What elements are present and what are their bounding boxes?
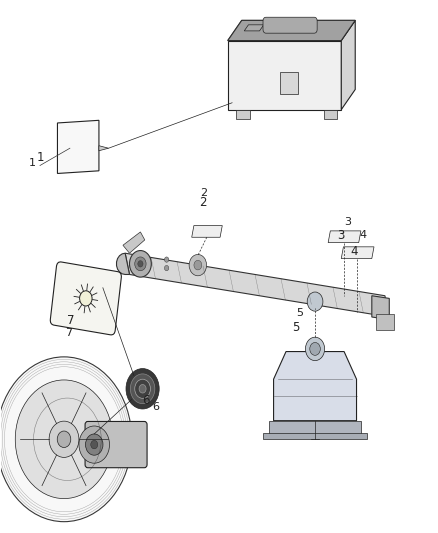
Circle shape	[135, 379, 150, 398]
Bar	[269, 421, 361, 434]
Circle shape	[91, 440, 98, 449]
Circle shape	[135, 257, 146, 271]
Text: 4: 4	[350, 245, 358, 258]
Text: 2: 2	[200, 189, 207, 198]
Circle shape	[49, 421, 79, 457]
Circle shape	[164, 265, 169, 271]
Circle shape	[164, 257, 169, 262]
Circle shape	[0, 357, 132, 522]
Text: 1: 1	[36, 151, 44, 164]
Bar	[280, 72, 297, 94]
Bar	[324, 110, 337, 119]
Circle shape	[131, 374, 155, 403]
Text: 2: 2	[199, 196, 206, 209]
Circle shape	[139, 384, 146, 393]
Text: 3: 3	[337, 229, 345, 242]
Text: 4: 4	[360, 230, 367, 240]
Circle shape	[189, 254, 207, 276]
FancyBboxPatch shape	[85, 422, 147, 468]
Text: 5: 5	[292, 321, 299, 334]
Polygon shape	[228, 41, 341, 110]
Circle shape	[138, 261, 143, 267]
Polygon shape	[57, 120, 99, 173]
Bar	[237, 110, 250, 119]
Text: 1: 1	[28, 158, 35, 168]
Polygon shape	[228, 20, 355, 41]
Polygon shape	[125, 253, 389, 317]
Polygon shape	[244, 25, 264, 31]
Circle shape	[130, 251, 151, 277]
Circle shape	[80, 291, 92, 306]
Polygon shape	[228, 20, 355, 41]
Text: 5: 5	[296, 308, 303, 318]
Polygon shape	[341, 20, 355, 110]
Circle shape	[305, 337, 325, 361]
Bar	[376, 314, 394, 330]
Polygon shape	[274, 352, 357, 421]
Bar	[263, 433, 367, 439]
Circle shape	[79, 426, 110, 463]
Circle shape	[57, 431, 71, 448]
Text: 7: 7	[65, 328, 72, 337]
Polygon shape	[372, 296, 389, 320]
Polygon shape	[123, 232, 145, 253]
Text: 6: 6	[152, 402, 159, 412]
Polygon shape	[117, 253, 130, 274]
Circle shape	[194, 260, 202, 270]
Polygon shape	[192, 225, 222, 237]
FancyBboxPatch shape	[263, 17, 317, 33]
Circle shape	[126, 368, 159, 409]
Text: 3: 3	[344, 216, 351, 227]
Polygon shape	[99, 146, 109, 151]
FancyBboxPatch shape	[50, 262, 121, 335]
Polygon shape	[328, 231, 361, 243]
Circle shape	[85, 434, 103, 455]
Circle shape	[307, 292, 323, 311]
Circle shape	[15, 380, 113, 498]
Polygon shape	[283, 25, 303, 31]
Circle shape	[310, 343, 320, 356]
Text: 7: 7	[67, 314, 74, 327]
Polygon shape	[341, 247, 374, 259]
Text: 6: 6	[142, 394, 150, 407]
